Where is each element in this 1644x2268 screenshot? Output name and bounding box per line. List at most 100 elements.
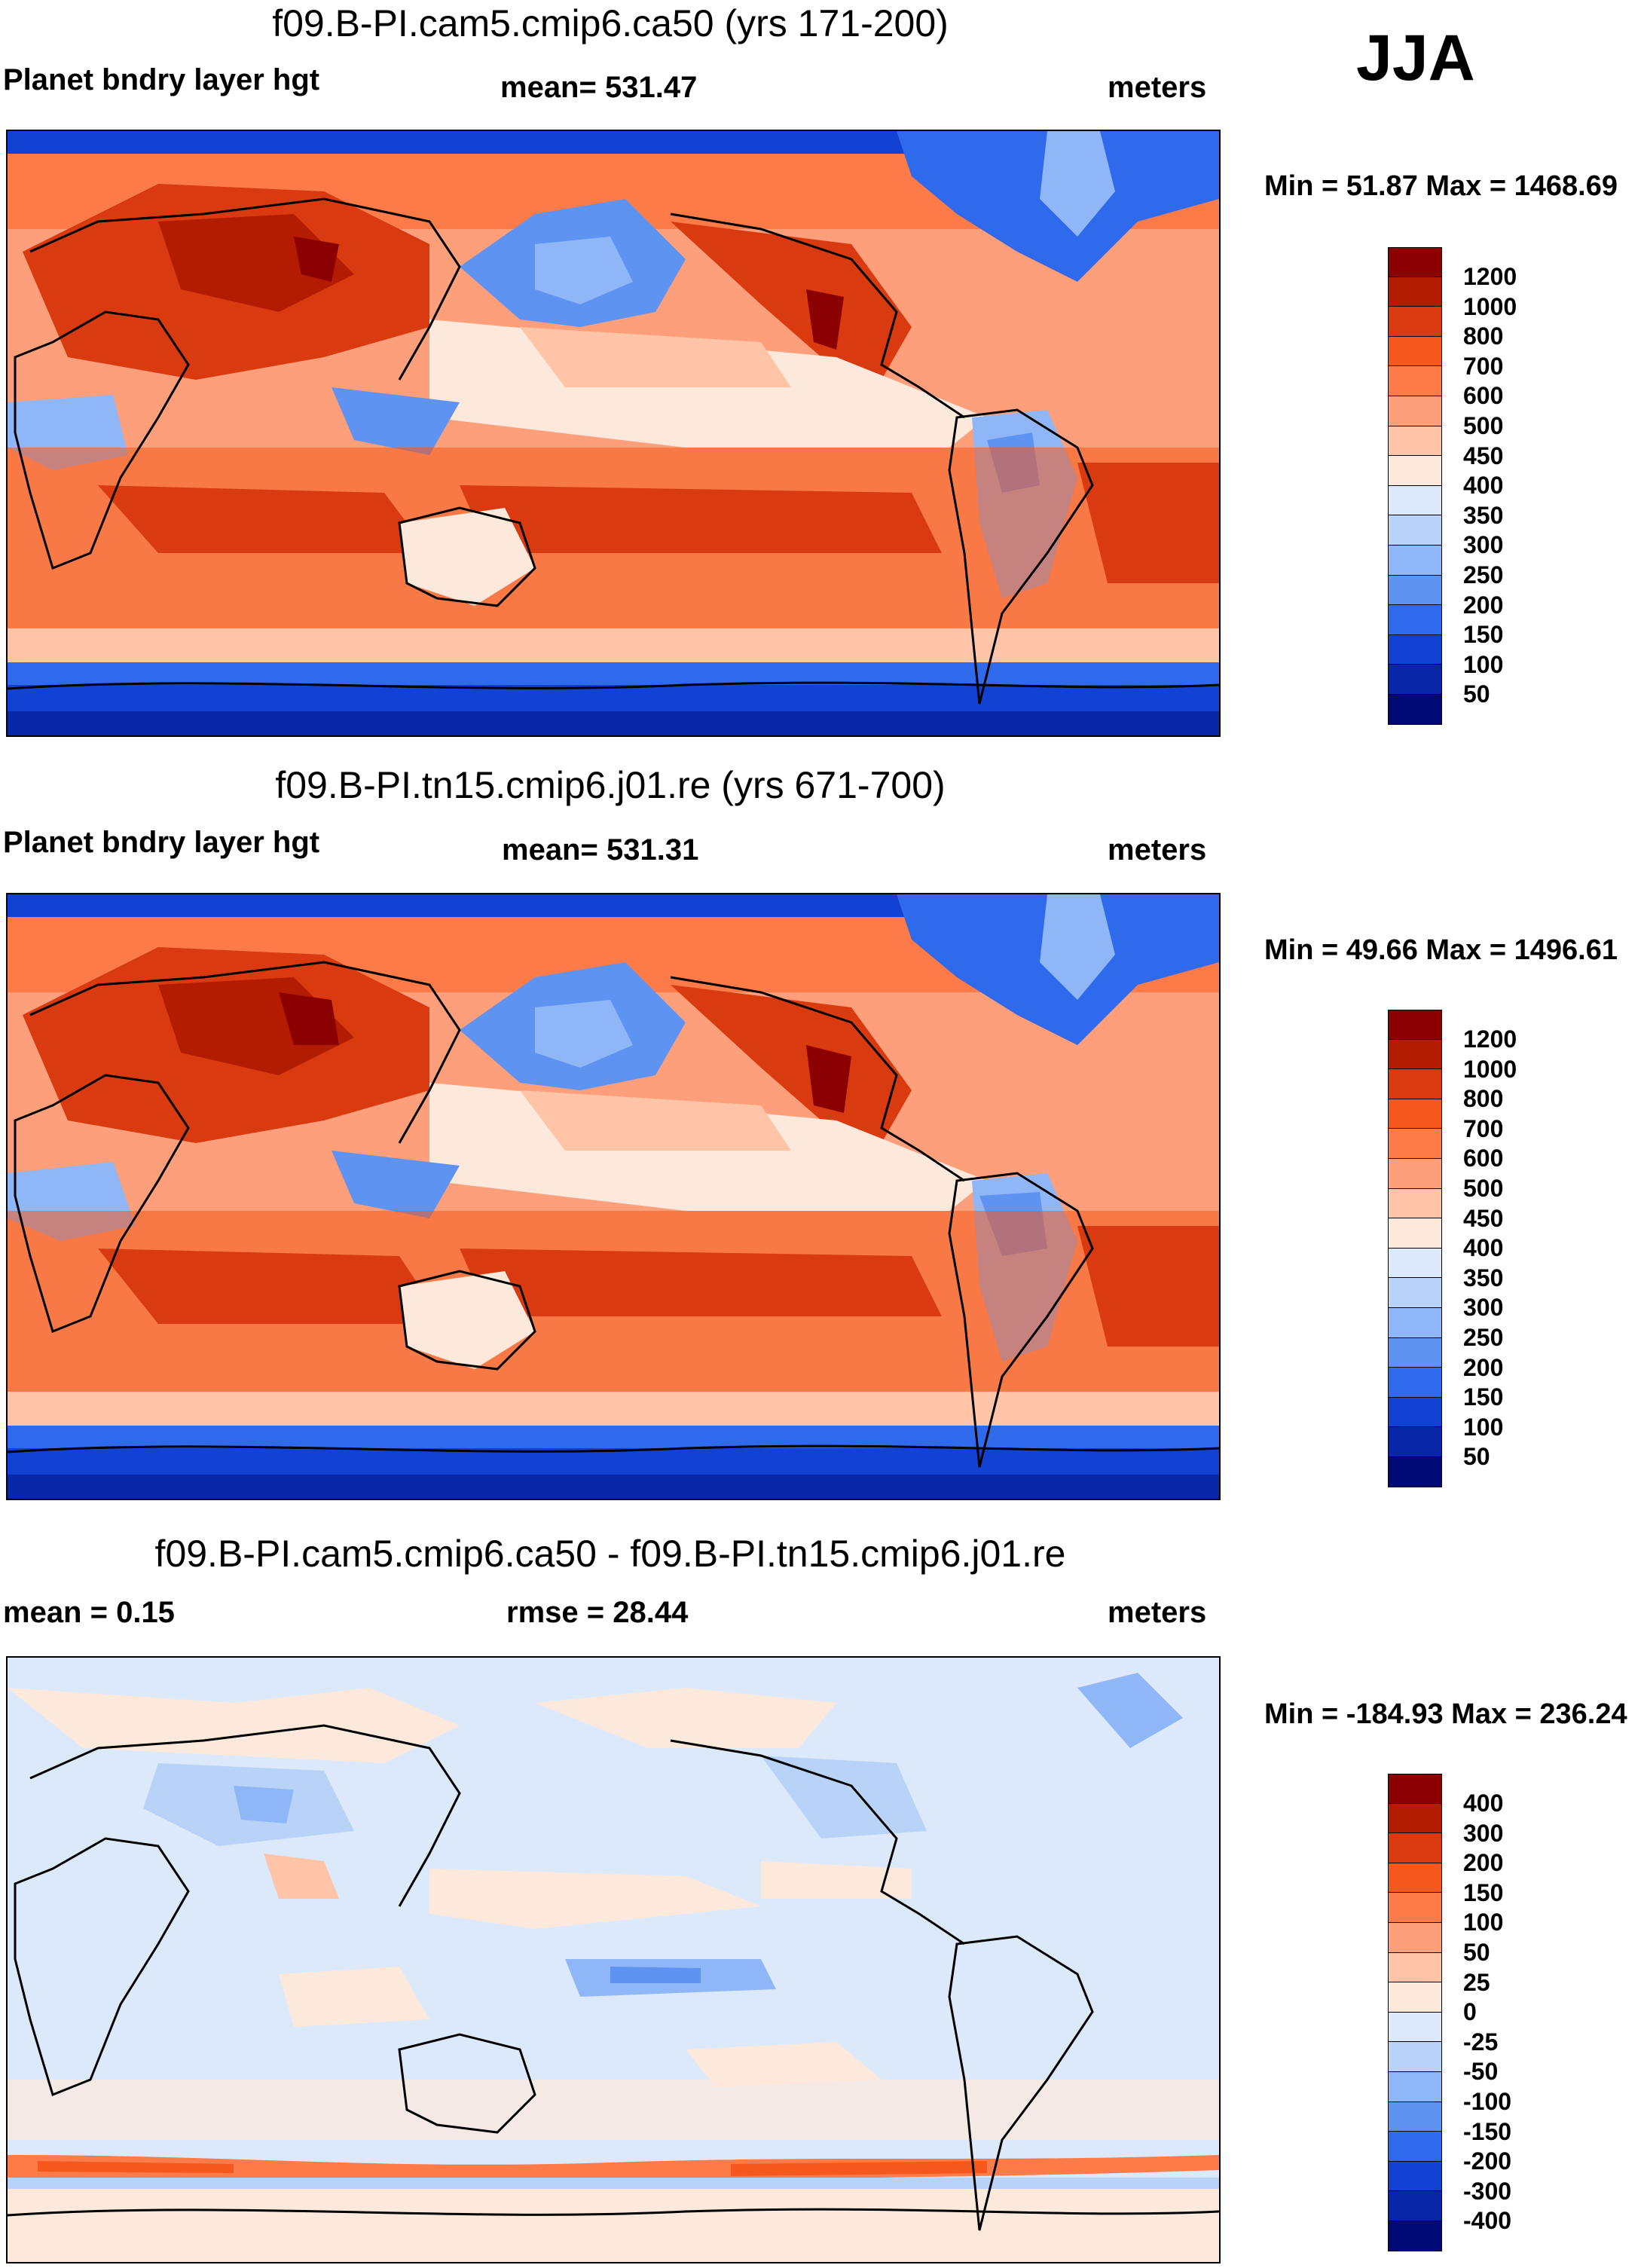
panel-3-colorbar-swatch: [1388, 1982, 1442, 2013]
panel-3-colorbar-label: 150: [1463, 1879, 1504, 1906]
panel-2-colorbar-label: 1200: [1463, 1025, 1517, 1053]
panel-3-units-label: meters: [1108, 1596, 1207, 1629]
panel-2-colorbar-label: 250: [1463, 1324, 1504, 1351]
panel-1-title: f09.B-PI.cam5.cmip6.ca50 (yrs 171-200): [272, 2, 949, 44]
panel-2-colorbar-label: 350: [1463, 1264, 1504, 1291]
panel-2-colorbar-label: 600: [1463, 1145, 1504, 1172]
panel-2-colorbar-label: 450: [1463, 1205, 1504, 1232]
panel-3-colorbar-swatch: [1388, 1833, 1442, 1863]
panel-2-colorbar-swatch: [1388, 1368, 1442, 1398]
panel-3-colorbar-swatch: [1388, 1803, 1442, 1834]
panel-3-colorbar-swatch: [1388, 2101, 1442, 2132]
panel-3-colorbar-label: 0: [1463, 1998, 1477, 2025]
panel-3-colorbar-swatch: [1388, 1863, 1442, 1894]
panel-2-colorbar-swatch: [1388, 1278, 1442, 1308]
panel-3-colorbar-swatch: [1388, 2221, 1442, 2251]
panel-3-mean-label: mean = 0.15: [3, 1596, 175, 1629]
panel-1-colorbar-swatch: [1388, 336, 1442, 367]
panel-2-colorbar-swatch: [1388, 1099, 1442, 1129]
panel-1-colorbar-label: 100: [1463, 651, 1504, 678]
panel-3-colorbar-swatch: [1388, 2071, 1442, 2102]
panel-3-colorbar-label: -400: [1463, 2207, 1512, 2234]
panel-3-colorbar-label: 25: [1463, 1969, 1490, 1996]
panel-1-colorbar: [1388, 247, 1442, 725]
panel-1-colorbar-label: 1000: [1463, 293, 1517, 320]
panel-1-colorbar-label: 600: [1463, 382, 1504, 409]
panel-3-map: [6, 1656, 1221, 2263]
panel-1-colorbar-swatch: [1388, 605, 1442, 635]
panel-2-colorbar-swatch: [1388, 1337, 1442, 1368]
panel-2-colorbar-label: 300: [1463, 1294, 1504, 1321]
panel-1-colorbar-label: 250: [1463, 561, 1504, 588]
panel-2-colorbar-label: 200: [1463, 1354, 1504, 1381]
panel-1-colorbar-label: 50: [1463, 680, 1490, 708]
panel-2-colorbar-swatch: [1388, 1188, 1442, 1219]
panel-1-colorbar-label: 300: [1463, 531, 1504, 558]
panel-2-colorbar: [1388, 1010, 1442, 1487]
panel-1-colorbar-label: 800: [1463, 322, 1504, 350]
panel-1-colorbar-label: 450: [1463, 442, 1504, 469]
panel-1-colorbar-label: 150: [1463, 621, 1504, 648]
panel-2-colorbar-swatch: [1388, 1427, 1442, 1457]
panel-2-colorbar-label: 1000: [1463, 1056, 1517, 1083]
panel-3-colorbar-label: 100: [1463, 1909, 1504, 1936]
panel-1-variable-label: Planet bndry layer hgt: [3, 63, 320, 96]
panel-3-colorbar-swatch: [1388, 2042, 1442, 2072]
panel-3-colorbar-swatch: [1388, 2132, 1442, 2162]
panel-2-colorbar-label: 100: [1463, 1414, 1504, 1441]
panel-1-colorbar-label: 200: [1463, 591, 1504, 619]
panel-2-mean-label: mean= 531.31: [502, 833, 699, 867]
panel-1-colorbar-swatch: [1388, 575, 1442, 606]
panel-2-colorbar-label: 700: [1463, 1115, 1504, 1142]
panel-2-colorbar-label: 800: [1463, 1085, 1504, 1112]
panel-3-colorbar-label: -200: [1463, 2147, 1512, 2175]
panel-3-colorbar-label: -100: [1463, 2088, 1512, 2115]
panel-3-colorbar-swatch: [1388, 1922, 1442, 1953]
panel-3-rmse-label: rmse = 28.44: [506, 1596, 689, 1629]
panel-2-colorbar-swatch: [1388, 1010, 1442, 1040]
panel-2-colorbar-swatch: [1388, 1129, 1442, 1159]
panel-1-units-label: meters: [1108, 71, 1207, 104]
panel-2-title: f09.B-PI.tn15.cmip6.j01.re (yrs 671-700): [275, 764, 946, 806]
panel-2-colorbar-swatch: [1388, 1397, 1442, 1428]
panel-3-title: f09.B-PI.cam5.cmip6.ca50 - f09.B-PI.tn15…: [154, 1533, 1066, 1575]
panel-3-colorbar: [1388, 1774, 1442, 2251]
panel-1-mean-label: mean= 531.47: [500, 71, 698, 104]
panel-1-colorbar-swatch: [1388, 426, 1442, 457]
panel-1-colorbar-label: 500: [1463, 412, 1504, 439]
panel-1-colorbar-swatch: [1388, 277, 1442, 307]
panel-2-colorbar-swatch: [1388, 1248, 1442, 1279]
panel-1-colorbar-label: 400: [1463, 472, 1504, 499]
panel-1-colorbar-swatch: [1388, 545, 1442, 576]
panel-3-colorbar-label: -50: [1463, 2058, 1499, 2085]
panel-3-colorbar-label: -150: [1463, 2118, 1512, 2145]
panel-3-colorbar-swatch: [1388, 1893, 1442, 1923]
panel-1-colorbar-swatch: [1388, 515, 1442, 546]
panel-1-colorbar-label: 350: [1463, 502, 1504, 529]
panel-3-colorbar-label: 50: [1463, 1939, 1490, 1966]
panel-1-colorbar-swatch: [1388, 396, 1442, 426]
panel-2-colorbar-swatch: [1388, 1307, 1442, 1338]
panel-2-colorbar-swatch: [1388, 1218, 1442, 1249]
panel-3-colorbar-swatch: [1388, 2191, 1442, 2221]
panel-1-map: [6, 130, 1221, 737]
panel-1-colorbar-swatch: [1388, 485, 1442, 516]
panel-3-minmax: Min = -184.93 Max = 236.24: [1264, 1698, 1627, 1730]
panel-2-colorbar-label: 500: [1463, 1175, 1504, 1202]
panel-1-colorbar-swatch: [1388, 366, 1442, 396]
panel-3-colorbar-swatch: [1388, 2012, 1442, 2043]
panel-2-colorbar-label: 50: [1463, 1443, 1490, 1470]
panel-2-colorbar-swatch: [1388, 1039, 1442, 1070]
panel-1-minmax: Min = 51.87 Max = 1468.69: [1264, 170, 1618, 202]
panel-2-variable-label: Planet bndry layer hgt: [3, 826, 320, 859]
panel-1-colorbar-swatch: [1388, 694, 1442, 725]
panel-3-map-field: [8, 1673, 1219, 2262]
panel-1-colorbar-swatch: [1388, 307, 1442, 337]
panel-3-colorbar-swatch: [1388, 1952, 1442, 1983]
panel-2-colorbar-label: 400: [1463, 1234, 1504, 1261]
panel-1-colorbar-swatch: [1388, 634, 1442, 665]
panel-2-units-label: meters: [1108, 833, 1207, 867]
panel-2-minmax: Min = 49.66 Max = 1496.61: [1264, 934, 1618, 966]
panel-3-colorbar-swatch: [1388, 1774, 1442, 1804]
panel-1-colorbar-swatch: [1388, 665, 1442, 695]
